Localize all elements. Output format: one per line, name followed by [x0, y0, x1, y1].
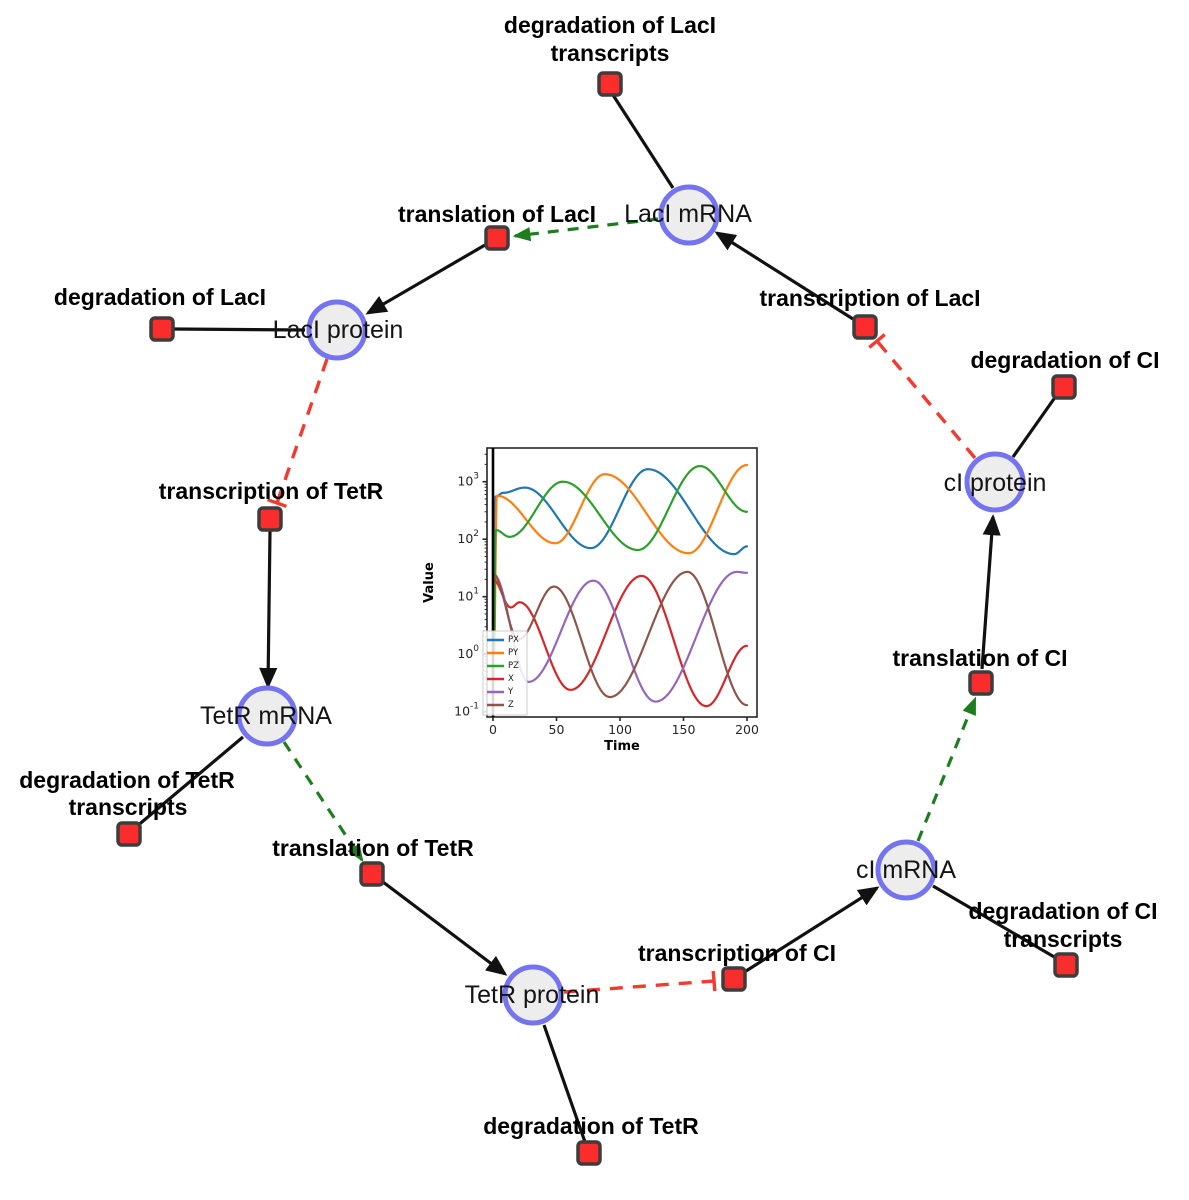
edge-laciprotein-to-deg-laci — [173, 327, 306, 332]
reaction-node-deg-laci[interactable] — [149, 316, 175, 342]
edge-transl-tetr-to-tetrprotein — [382, 880, 508, 976]
edge-tetrmrna-mod-transl-tetr — [282, 741, 364, 863]
tbar-transc-laci — [868, 333, 886, 349]
species-node-tetr-mrna[interactable] — [236, 685, 298, 747]
label-deg-tetr-tx-line1: degradation of TetR — [19, 767, 235, 793]
edge-transl-laci-to-laciprotein — [365, 243, 486, 315]
label-species-laci-protein: LacI protein — [273, 316, 404, 344]
label-deg-tetr-tx-line2: transcripts — [69, 794, 188, 820]
reaction-node-transl-laci[interactable] — [484, 225, 510, 251]
species-node-laci-mrna[interactable] — [658, 184, 720, 246]
label-deg-laci-tx-line2: transcripts — [551, 40, 670, 66]
label-transl-tetr: translation of TetR — [272, 835, 474, 861]
reaction-node-transl-ci[interactable] — [968, 670, 994, 696]
edge-ciprotein-to-deg-ci — [1011, 395, 1058, 458]
edge-transl-ci-to-ciprotein — [980, 514, 1001, 670]
edge-cimrna-mod-transl-ci — [916, 696, 977, 842]
edge-tetrmrna-to-deg-tetr-tx — [134, 735, 245, 829]
label-species-laci-mrna: LacI mRNA — [624, 200, 752, 228]
tbar-transc-tetr — [267, 498, 287, 508]
species-node-ci-protein[interactable] — [964, 451, 1026, 513]
label-species-ci-mrna: cI mRNA — [856, 856, 956, 884]
time-series-inset-plot — [416, 426, 774, 760]
reaction-node-deg-tetr-tx[interactable] — [116, 821, 142, 847]
reaction-node-transc-tetr[interactable] — [257, 506, 283, 532]
edge-tetrprotein-inh-transc-ci — [563, 979, 715, 994]
reaction-node-transc-laci[interactable] — [852, 314, 878, 340]
edge-laciprotein-inh-transc-tetr — [275, 358, 329, 504]
reaction-node-transc-ci[interactable] — [721, 966, 747, 992]
label-transl-laci: translation of LacI — [398, 201, 596, 227]
edge-lacimrna-mod-transl-laci — [512, 217, 659, 242]
reaction-node-deg-ci-tx[interactable] — [1053, 952, 1079, 978]
edge-transc-ci-to-cimrna — [745, 886, 880, 973]
tbar-transc-ci — [711, 970, 717, 992]
edge-tetrprotein-to-deg-tetr — [542, 1024, 587, 1143]
label-transc-ci: transcription of CI — [638, 940, 836, 966]
label-transc-tetr: transcription of TetR — [159, 478, 384, 504]
label-deg-ci: degradation of CI — [970, 347, 1159, 373]
reaction-node-deg-tetr[interactable] — [576, 1140, 602, 1166]
edge-transc-tetr-to-tetrmrna — [259, 530, 278, 689]
label-transl-ci: translation of CI — [892, 645, 1067, 671]
time-series-canvas — [416, 426, 774, 760]
reaction-node-deg-ci[interactable] — [1051, 374, 1077, 400]
label-deg-laci-tx-line1: degradation of LacI — [504, 12, 716, 38]
edge-lacimrna-to-deg-laci-tx — [611, 94, 675, 189]
label-deg-ci-tx-line2: transcripts — [1004, 926, 1123, 952]
species-node-tetr-protein[interactable] — [502, 964, 564, 1026]
edge-cimrna-to-deg-ci-tx — [932, 884, 1057, 960]
label-deg-ci-tx-line1: degradation of CI — [968, 898, 1157, 924]
species-node-ci-mrna[interactable] — [875, 839, 937, 901]
label-deg-tetr: degradation of TetR — [483, 1113, 699, 1139]
edge-transc-laci-to-lacimrna — [714, 231, 854, 321]
edge-ciprotein-inh-transc-laci — [875, 339, 977, 460]
label-species-tetr-protein: TetR protein — [465, 981, 600, 1009]
reaction-node-deg-laci-tx[interactable] — [597, 71, 623, 97]
label-species-tetr-mrna: TetR mRNA — [200, 702, 332, 730]
label-deg-laci: degradation of LacI — [54, 284, 266, 310]
label-species-ci-protein: cI protein — [944, 469, 1047, 497]
species-node-laci-protein[interactable] — [306, 299, 368, 361]
reaction-node-transl-tetr[interactable] — [359, 861, 385, 887]
label-transc-laci: transcription of LacI — [759, 285, 980, 311]
